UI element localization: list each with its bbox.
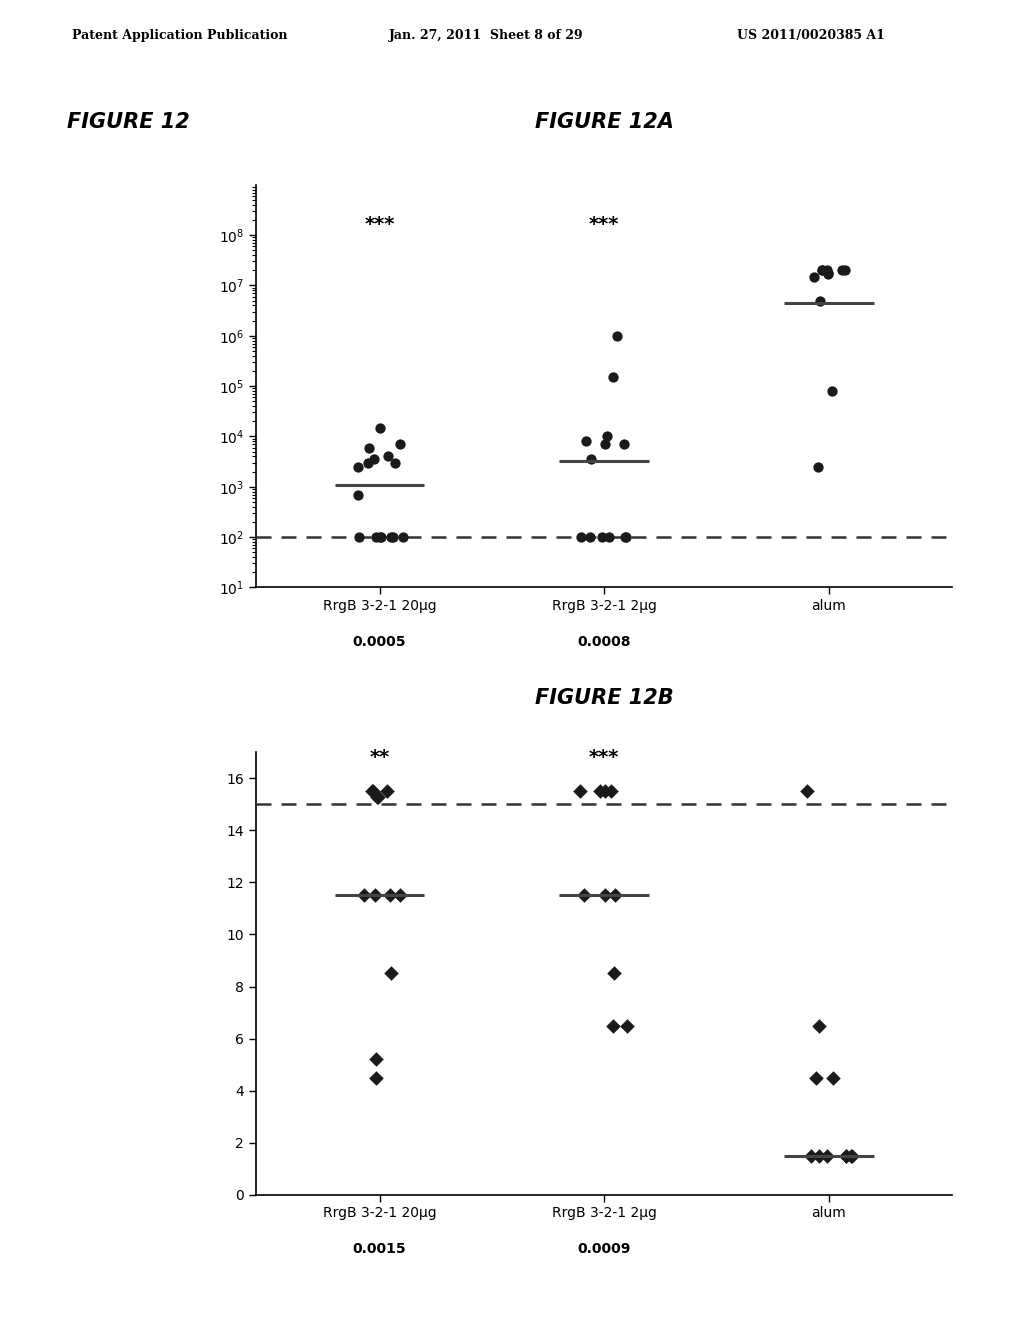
- Text: FIGURE 12B: FIGURE 12B: [535, 688, 674, 708]
- Text: 0.0009: 0.0009: [578, 1242, 631, 1255]
- Point: [372, 527, 388, 548]
- Point: [843, 1144, 859, 1166]
- Point: [616, 434, 633, 455]
- Point: [366, 449, 382, 470]
- Point: [380, 446, 396, 467]
- Point: [365, 781, 381, 803]
- Text: ***: ***: [589, 748, 620, 767]
- Point: [824, 380, 841, 401]
- Point: [601, 527, 617, 548]
- Point: [578, 430, 594, 451]
- Text: FIGURE 12: FIGURE 12: [67, 112, 189, 132]
- Point: [369, 785, 385, 807]
- Text: 0.0005: 0.0005: [353, 635, 407, 648]
- Point: [382, 884, 398, 906]
- Point: [592, 781, 608, 803]
- Point: [372, 417, 388, 438]
- Point: [572, 527, 589, 548]
- Point: [383, 964, 399, 985]
- Point: [365, 781, 381, 803]
- Point: [391, 434, 408, 455]
- Point: [819, 263, 836, 284]
- Point: [606, 884, 623, 906]
- Text: 0.0015: 0.0015: [352, 1242, 407, 1255]
- Point: [350, 457, 367, 478]
- Point: [799, 781, 815, 803]
- Point: [368, 1049, 384, 1071]
- Text: Patent Application Publication: Patent Application Publication: [72, 29, 287, 42]
- Point: [602, 781, 618, 803]
- Point: [360, 437, 377, 458]
- Point: [820, 263, 837, 284]
- Point: [604, 367, 621, 388]
- Text: ***: ***: [589, 215, 620, 235]
- Text: 0.0008: 0.0008: [578, 635, 631, 648]
- Point: [369, 527, 385, 548]
- Point: [838, 1144, 854, 1166]
- Point: [811, 290, 827, 312]
- Point: [350, 527, 367, 548]
- Point: [825, 1067, 842, 1088]
- Point: [379, 781, 395, 803]
- Point: [374, 527, 390, 548]
- Point: [575, 884, 592, 906]
- Point: [350, 484, 367, 506]
- Point: [597, 434, 613, 455]
- Point: [617, 527, 634, 548]
- Point: [608, 325, 625, 346]
- Point: [834, 260, 850, 281]
- Point: [814, 260, 830, 281]
- Point: [391, 884, 408, 906]
- Point: [605, 964, 622, 985]
- Point: [811, 1015, 827, 1036]
- Point: [382, 527, 398, 548]
- Point: [819, 260, 836, 281]
- Point: [597, 884, 613, 906]
- Point: [810, 457, 826, 478]
- Point: [598, 426, 614, 447]
- Point: [808, 1067, 824, 1088]
- Text: FIGURE 12A: FIGURE 12A: [535, 112, 674, 132]
- Point: [583, 449, 599, 470]
- Point: [838, 1144, 854, 1166]
- Point: [811, 1144, 827, 1166]
- Text: US 2011/0020385 A1: US 2011/0020385 A1: [737, 29, 885, 42]
- Point: [571, 781, 588, 803]
- Point: [806, 267, 822, 288]
- Point: [395, 527, 412, 548]
- Point: [605, 1015, 622, 1036]
- Point: [844, 1144, 860, 1166]
- Point: [838, 260, 854, 281]
- Text: **: **: [370, 748, 390, 767]
- Point: [814, 260, 830, 281]
- Text: Jan. 27, 2011  Sheet 8 of 29: Jan. 27, 2011 Sheet 8 of 29: [389, 29, 584, 42]
- Point: [370, 785, 386, 807]
- Point: [803, 1144, 819, 1166]
- Point: [359, 453, 376, 474]
- Point: [618, 527, 635, 548]
- Text: ***: ***: [365, 215, 394, 235]
- Point: [368, 1067, 384, 1088]
- Point: [594, 527, 610, 548]
- Point: [385, 527, 401, 548]
- Point: [819, 1144, 836, 1166]
- Point: [367, 884, 383, 906]
- Point: [597, 781, 613, 803]
- Point: [355, 884, 372, 906]
- Point: [618, 1015, 635, 1036]
- Point: [582, 527, 598, 548]
- Point: [386, 453, 402, 474]
